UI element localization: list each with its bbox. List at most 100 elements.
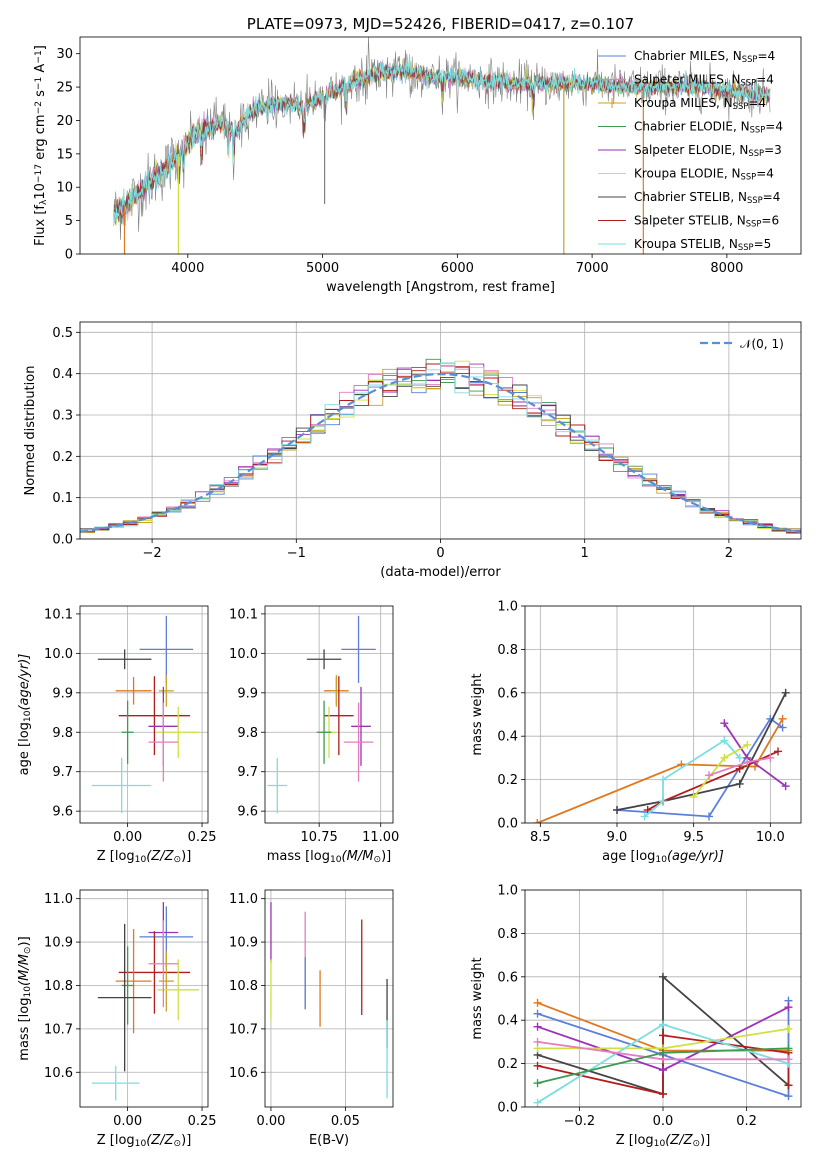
y-tick-label: 9.9 — [237, 686, 258, 701]
axes-frame — [264, 605, 394, 824]
spectrum-ylabel-part: −17 — [34, 164, 44, 183]
x-tick-label: 0.00 — [256, 1114, 285, 1129]
legend-entry: Chabrier ELODIE, NSSP=4 — [634, 120, 783, 135]
residual-ylabel: Normed distribution — [23, 366, 38, 496]
spectrum-data-line — [113, 37, 771, 240]
weight-vs-Z-panel: −0.2 0.0 0.2 0.0 0.2 0.4 0.6 0.8 1.0 Z [log10(Z/Z… — [470, 884, 802, 1149]
weight-vs-Z-panel-plot-area — [525, 890, 801, 1107]
legend-entry-part: =4 — [763, 190, 781, 204]
legend-entry-part: Kroupa ELODIE, N — [634, 167, 741, 181]
spectrum-ylabel-part: erg cm — [33, 114, 48, 163]
mass-vs-Z-ylabel: mass [log10(M/M⊙)] — [17, 936, 33, 1060]
weight-vs-age-ylabel-part: mass weight — [470, 673, 485, 755]
x-tick-label: 9.0 — [607, 830, 628, 845]
x-tick-label: 4000 — [171, 261, 204, 276]
legend-entry-part: SSP — [741, 172, 757, 182]
weight-vs-Z-xlabel-part: 10 — [654, 1139, 666, 1149]
y-tick-label: 0.8 — [497, 643, 518, 658]
weight-line — [616, 717, 784, 818]
mass-vs-Z-ylabel-part: mass [log — [17, 998, 32, 1061]
age-vs-Z-ylabel: age [log10(age/yr)] — [17, 654, 33, 776]
age-vs-mass-xlabel-part: (M/M — [342, 849, 374, 864]
weight-line — [537, 1034, 790, 1096]
legend-entry-part: SSP — [747, 195, 763, 205]
legend-entry-part: Kroupa STELIB, N — [634, 237, 738, 251]
y-tick-label: 0.1 — [52, 491, 73, 506]
mass-vs-Z-ylabel-part: (M/M — [17, 954, 32, 986]
legend-entry-part: =3 — [764, 143, 782, 157]
x-tick-label: 0.25 — [188, 1114, 217, 1129]
y-tick-label: 0.0 — [52, 533, 73, 548]
residual-ylabel-part: Normed distribution — [23, 366, 38, 496]
legend-entry-part: SSP — [733, 101, 749, 111]
y-tick-label: 0.0 — [497, 1101, 518, 1116]
x-tick-label: 6000 — [441, 261, 474, 276]
y-tick-label: 0.6 — [497, 686, 518, 701]
legend-entry-part: =6 — [761, 214, 779, 228]
legend-entry: Salpeter MILES, NSSP=4 — [634, 73, 774, 88]
y-tick-label: 9.8 — [52, 726, 73, 741]
legend-entry-part: SSP — [742, 54, 758, 64]
legend-entry-part: Salpeter STELIB, N — [634, 214, 746, 228]
age-vs-Z-xlabel-part: )] — [181, 849, 191, 864]
spectrum-ylabel-part: λ — [39, 199, 49, 205]
y-tick-label: 20 — [56, 114, 73, 129]
y-tick-label: 0.4 — [497, 730, 518, 745]
legend-entry: Kroupa ELODIE, NSSP=4 — [634, 167, 774, 182]
weight-vs-age-panel: 8.5 9.0 9.5 10.0 0.0 0.2 0.4 0.6 0.8 1.0 age [log1… — [470, 600, 802, 865]
age-vs-Z-xlabel-part: ⊙ — [174, 855, 182, 865]
legend-entry-part: =4 — [756, 167, 774, 181]
age-vs-mass-xlabel-part: 10 — [330, 855, 342, 865]
age-vs-Z-xlabel-part: Z [log — [97, 849, 135, 864]
x-tick-label: 10.0 — [756, 830, 785, 845]
mass-vs-Z-xlabel-part: )] — [181, 1133, 191, 1148]
y-tick-label: 10 — [56, 181, 73, 196]
y-tick-label: 0.0 — [497, 817, 518, 832]
legend-entry-part: Chabrier ELODIE, N — [634, 120, 750, 134]
mass-vs-Z-ylabel-part: )] — [17, 936, 32, 946]
age-vs-Z-ylabel-part: (age/yr)] — [17, 654, 32, 711]
y-tick-label: 15 — [56, 147, 73, 162]
age-vs-mass-xlabel: mass [log10(M/M⊙)] — [267, 849, 391, 865]
spectrum-panel: PLATE=0973, MJD=52426, FIBERID=0417, z=0… — [33, 15, 802, 295]
y-tick-label: 25 — [56, 81, 73, 96]
age-vs-mass-panel: 10.75 11.00 9.6 9.7 9.8 9.9 10.0 10.1 mass [log1… — [229, 605, 399, 865]
x-tick-label: 9.5 — [683, 830, 704, 845]
legend-entry-part: SSP — [748, 148, 764, 158]
mass-vs-Z-xlabel-part: (Z/Z — [146, 1133, 174, 1148]
weight-vs-Z-ylabel: mass weight — [470, 957, 485, 1039]
y-tick-label: 0.2 — [497, 1057, 518, 1072]
legend-entry: Kroupa MILES, NSSP=4 — [634, 96, 766, 111]
legend-entry-part: =4 — [757, 49, 775, 63]
histogram-step — [80, 362, 801, 539]
spectrum-ylabel-part: s — [33, 90, 48, 101]
weight-line — [644, 739, 741, 818]
weight-vs-age-xlabel: age [log10(age/yr)] — [602, 849, 724, 865]
y-tick-label: 10.8 — [229, 979, 258, 994]
axes-frame — [264, 889, 394, 1108]
x-tick-label: 0.00 — [113, 830, 142, 845]
x-tick-label: −1 — [287, 546, 306, 561]
y-tick-label: 11.0 — [44, 892, 73, 907]
mass-vs-EBV-panel: 0.00 0.05 10.6 10.7 10.8 10.9 11.0 E(B-V) — [229, 889, 394, 1148]
residual-xlabel-part: (data-model)/error — [380, 565, 501, 580]
y-tick-label: 10.0 — [229, 647, 258, 662]
y-tick-label: 0.8 — [497, 927, 518, 942]
legend-entry-part: Salpeter ELODIE, N — [634, 143, 748, 157]
spectrum-xlabel: wavelength [Angstrom, rest frame] — [326, 280, 555, 295]
x-tick-label: 5000 — [306, 261, 339, 276]
weight-vs-age-panel-plot-area — [525, 606, 801, 823]
weight-line — [616, 692, 787, 811]
y-tick-label: 10.0 — [44, 647, 73, 662]
mass-vs-EBV-panel-plot-area — [265, 890, 393, 1107]
x-tick-label: −0.2 — [564, 1114, 596, 1129]
x-tick-label: 0.0 — [653, 1114, 674, 1129]
mass-vs-Z-ylabel-part: ⊙ — [23, 946, 33, 954]
x-tick-label: 1 — [581, 546, 589, 561]
weight-vs-Z-xlabel-part: )] — [700, 1133, 710, 1148]
mass-vs-Z-xlabel-part: ⊙ — [174, 1139, 182, 1149]
axes-frame — [79, 36, 802, 255]
x-tick-label: 0.2 — [736, 1114, 757, 1129]
spectrum-panel-plot-area — [113, 37, 771, 254]
age-vs-Z-ylabel-part: 10 — [23, 710, 33, 722]
